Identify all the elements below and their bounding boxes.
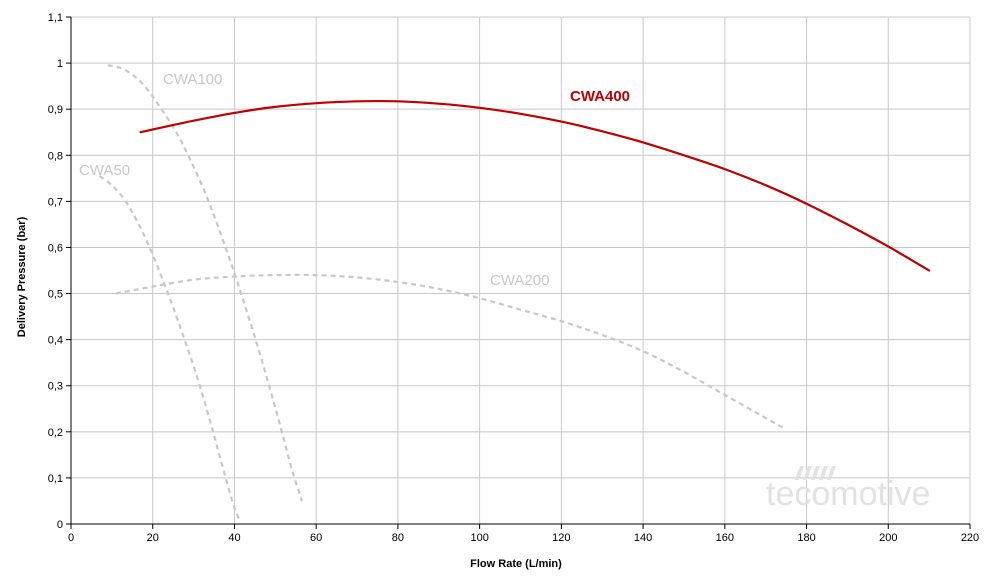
series-line-cwa400: [139, 99, 931, 272]
series-labels: CWA100 CWA50 CWA200 CWA400: [79, 71, 630, 289]
y-tick-label: 0,2: [48, 427, 63, 439]
y-axis-title: Delivery Pressure (bar): [16, 216, 28, 337]
y-tick-label: 0,3: [48, 381, 63, 393]
y-tick-label: 0,7: [48, 196, 63, 208]
watermark-logo: tecomotive: [766, 466, 930, 513]
y-tick-label: 0,5: [48, 289, 63, 301]
y-tick-label: 0,6: [48, 242, 63, 254]
x-tick-label: 120: [552, 532, 570, 544]
series-line-cwa50: [98, 175, 242, 523]
grid-lines: [70, 16, 971, 525]
y-tick-label: 1: [57, 58, 63, 70]
series-label-cwa400: CWA400: [570, 88, 630, 105]
x-tick-label: 140: [634, 532, 652, 544]
y-tick-label: 0,1: [48, 473, 63, 485]
x-axis-title: Flow Rate (L/min): [470, 558, 562, 570]
x-tick-label: 160: [716, 532, 734, 544]
x-tick-label: 20: [147, 532, 159, 544]
x-tick-label: 60: [310, 532, 322, 544]
y-tick-label: 0,4: [48, 335, 63, 347]
y-tick-label: 0,8: [48, 150, 63, 162]
series-lines: [98, 64, 931, 523]
x-tick-label: 220: [961, 532, 979, 544]
x-tick-label: 0: [68, 532, 74, 544]
watermark-text: tecomotive: [766, 475, 930, 513]
y-tick-label: 0,9: [48, 104, 63, 116]
y-tick-label: 0: [57, 519, 63, 531]
axes: 0 20 40 60 80 100 120 140 160 180 200 220 0 0,1 0,2 0,3…: [48, 12, 979, 544]
series-line-cwa200: [115, 273, 787, 431]
series-label-cwa50: CWA50: [79, 162, 130, 179]
x-tick-label: 180: [797, 532, 815, 544]
x-tick-label: 80: [392, 532, 404, 544]
series-label-cwa200: CWA200: [490, 272, 549, 289]
x-tick-label: 200: [879, 532, 897, 544]
series-label-cwa100: CWA100: [163, 71, 222, 88]
x-tick-label: 40: [228, 532, 240, 544]
series-line-cwa100: [107, 64, 303, 502]
x-tick-label: 100: [470, 532, 488, 544]
y-tick-label: 1,1: [48, 12, 63, 24]
